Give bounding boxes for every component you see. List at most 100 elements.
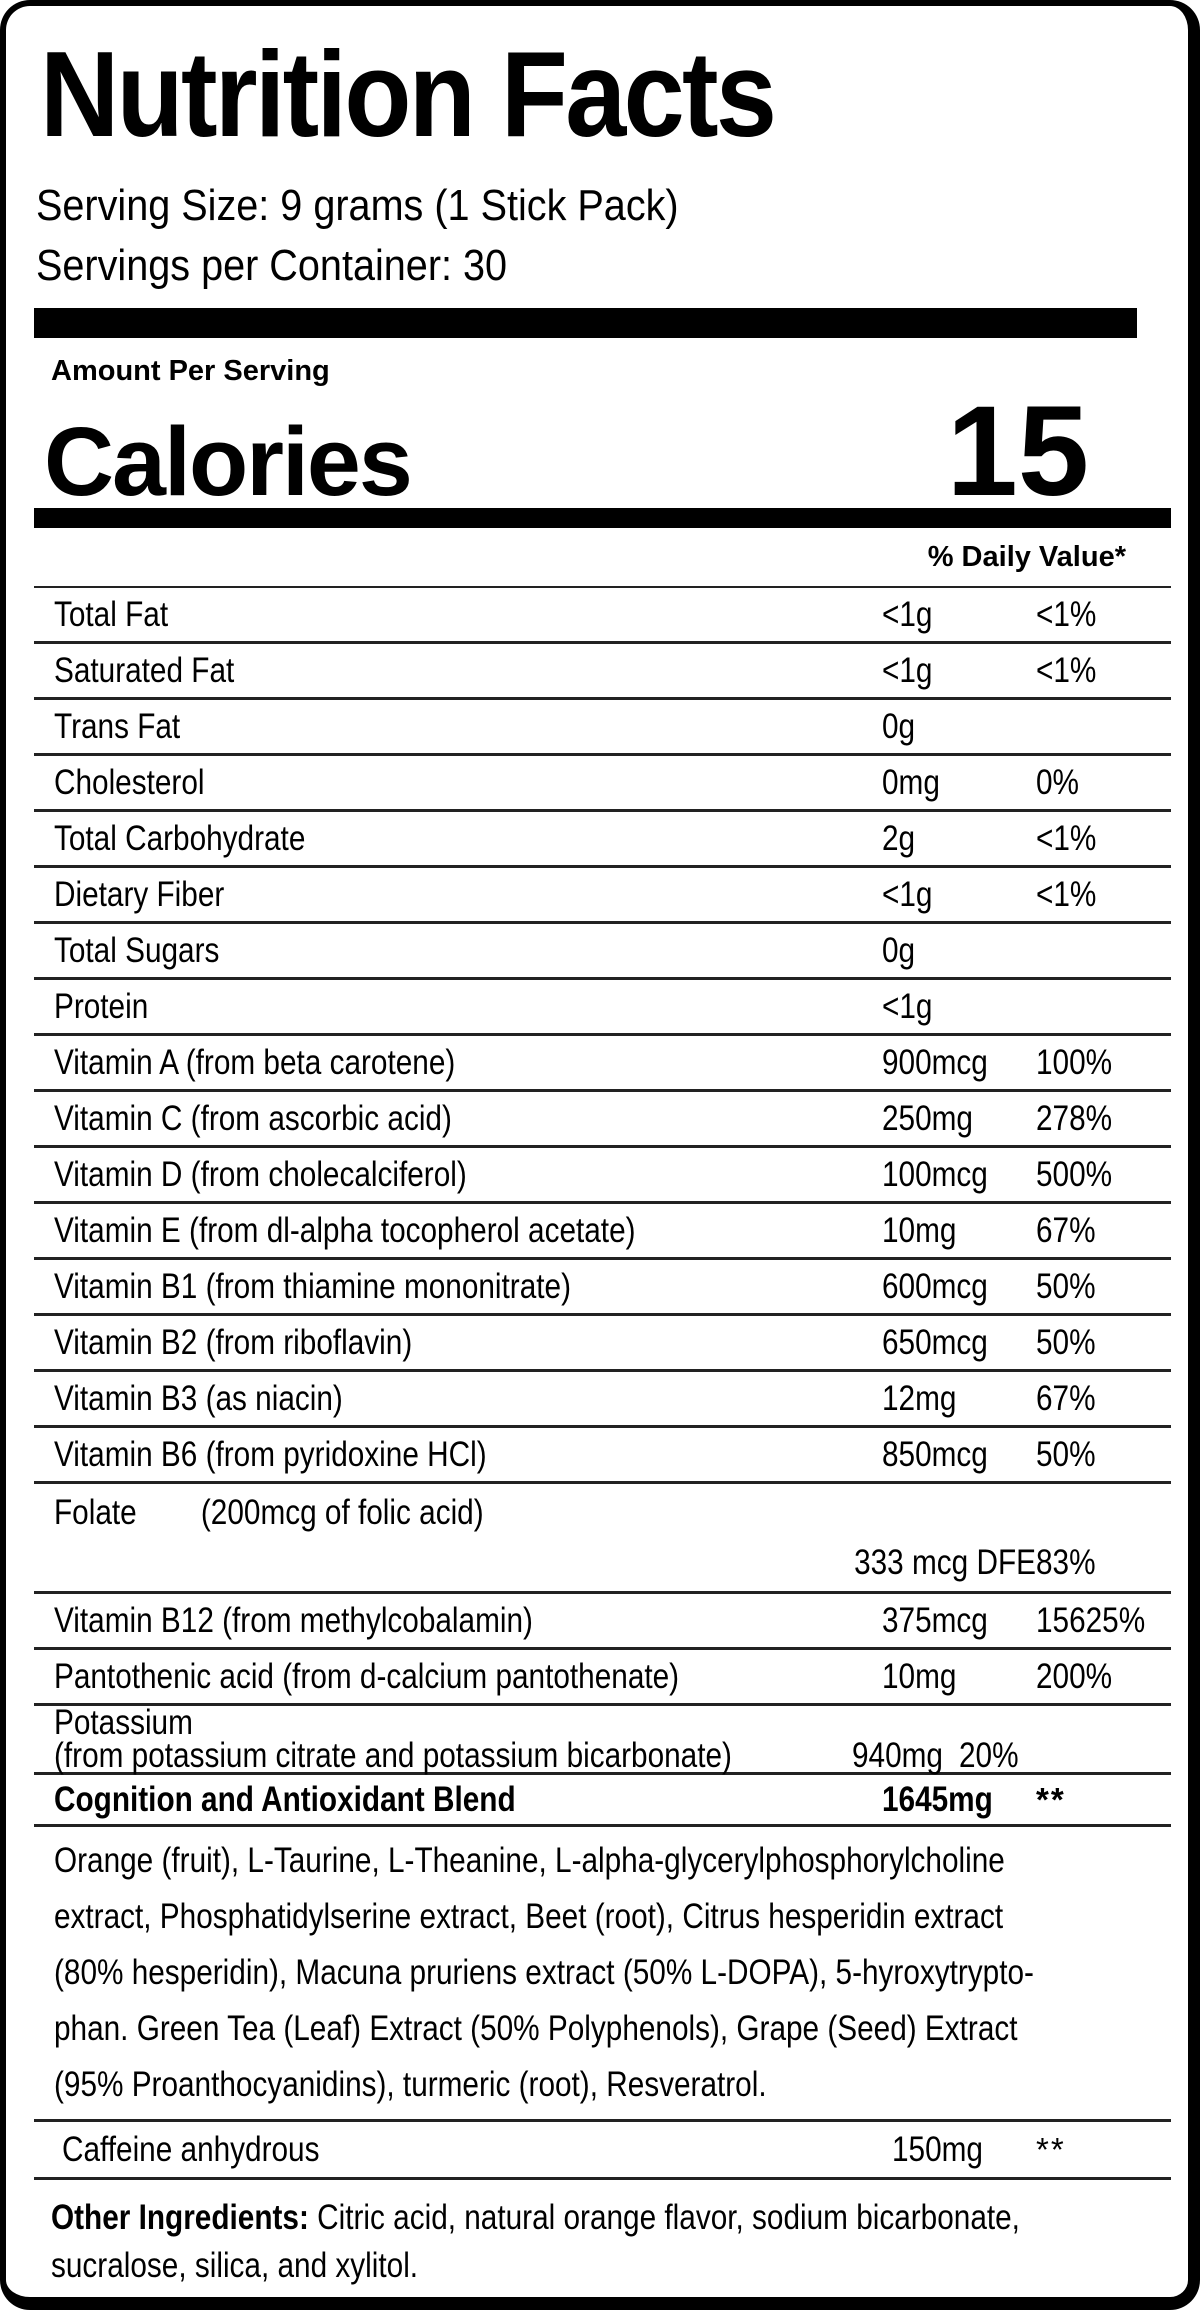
divider-bar-mid xyxy=(34,508,1171,528)
blend-description-line: Orange (fruit), L-Taurine, L-Theanine, L… xyxy=(54,1841,1005,1880)
nutrient-name: Caffeine anhydrous xyxy=(62,2130,320,2169)
nutrient-row-potassium: Potassium (from potassium citrate and po… xyxy=(34,1703,1171,1775)
caffeine-row: Caffeine anhydrous 150mg ** xyxy=(34,2122,1171,2180)
nutrient-amount: 375mcg xyxy=(882,1601,988,1640)
amount-per-serving-heading: Amount Per Serving xyxy=(51,355,330,387)
nutrient-row-pantothenic-acid: Pantothenic acid (from d-calcium pantoth… xyxy=(34,1650,1171,1706)
nutrient-amount: 600mcg xyxy=(882,1267,988,1306)
nutrient-amount: 12mg xyxy=(882,1379,957,1418)
nutrient-amount: 0mg xyxy=(882,763,940,802)
nutrient-row-total-sugars: Total Sugars 0g xyxy=(34,924,1171,980)
blend-dv: ** xyxy=(1036,1781,1066,1818)
nutrient-name: Total Fat xyxy=(54,595,169,634)
nutrient-row-vitamin-e: Vitamin E (from dl-alpha tocopherol acet… xyxy=(34,1204,1171,1260)
nutrient-dv: 83% xyxy=(1036,1542,1096,1582)
calories-row: Calories 15 xyxy=(34,388,1171,516)
nutrient-row-cholesterol: Cholesterol 0mg 0% xyxy=(34,756,1171,812)
nutrient-amount: 150mg xyxy=(892,2130,983,2169)
nutrient-dv: 67% xyxy=(1036,1211,1096,1250)
blend-description-line: (95% Proanthocyanidins), turmeric (root)… xyxy=(54,2065,767,2104)
nutrient-name: Protein xyxy=(54,987,149,1026)
nutrient-dv: <1% xyxy=(1036,875,1097,914)
nutrient-dv: 67% xyxy=(1036,1379,1096,1418)
nutrient-amount: 940mg xyxy=(851,1736,943,1775)
blend-description-line: (80% hesperidin), Macuna pruriens extrac… xyxy=(54,1953,1034,1992)
servings-per-container: Servings per Container: 30 xyxy=(36,241,508,290)
potassium-source: (from potassium citrate and potassium bi… xyxy=(54,1736,732,1775)
nutrient-name: Vitamin B2 (from riboflavin) xyxy=(54,1323,413,1362)
label-title: Nutrition Facts xyxy=(40,26,777,162)
nutrient-dv: 50% xyxy=(1036,1435,1096,1474)
blend-amount: 1645mg xyxy=(882,1780,993,1819)
nutrient-amount: 10mg xyxy=(882,1211,957,1250)
nutrient-row-total-fat: Total Fat <1g <1% xyxy=(34,588,1171,644)
nutrient-row-vitamin-b2: Vitamin B2 (from riboflavin) 650mcg 50% xyxy=(34,1316,1171,1372)
nutrient-amount: 0g xyxy=(882,707,916,746)
nutrient-dv: 500% xyxy=(1036,1155,1113,1194)
nutrient-dv: 278% xyxy=(1036,1099,1113,1138)
calories-label: Calories xyxy=(44,407,413,516)
blend-name: Cognition and Antioxidant Blend xyxy=(54,1780,516,1819)
nutrient-amount: 250mg xyxy=(882,1099,973,1138)
nutrient-row-saturated-fat: Saturated Fat <1g <1% xyxy=(34,644,1171,700)
nutrient-dv: 50% xyxy=(1036,1267,1096,1306)
nutrient-dv: 100% xyxy=(1036,1043,1113,1082)
divider-bar-top xyxy=(34,308,1137,338)
nutrient-name: Vitamin B3 (as niacin) xyxy=(54,1379,343,1418)
nutrient-dv: 15625% xyxy=(1036,1601,1146,1640)
nutrient-dv: 50% xyxy=(1036,1323,1096,1362)
nutrient-amount: 10mg xyxy=(882,1657,957,1696)
nutrient-row-vitamin-a: Vitamin A (from beta carotene) 900mcg 10… xyxy=(34,1036,1171,1092)
nutrient-name: Pantothenic acid (from d-calcium pantoth… xyxy=(54,1657,680,1696)
nutrient-name: Dietary Fiber xyxy=(54,875,225,914)
nutrient-dv: <1% xyxy=(1036,819,1097,858)
calories-value: 15 xyxy=(946,380,1089,523)
other-ingredients-text: Citric acid, natural orange flavor, sodi… xyxy=(317,2198,1020,2237)
nutrient-amount: 100mcg xyxy=(882,1155,988,1194)
nutrient-row-folate: Folate (200mcg of folic acid) 333 mcg DF… xyxy=(34,1484,1171,1594)
blend-description-line: phan. Green Tea (Leaf) Extract (50% Poly… xyxy=(54,2009,1018,2048)
nutrient-name: Potassium xyxy=(54,1703,193,1742)
nutrient-dv: 0% xyxy=(1036,763,1080,802)
nutrient-row-vitamin-b6: Vitamin B6 (from pyridoxine HCl) 850mcg … xyxy=(34,1428,1171,1484)
nutrient-name: Saturated Fat xyxy=(54,651,235,690)
daily-value-header: % Daily Value* xyxy=(34,528,1171,588)
nutrient-amount: <1g xyxy=(882,651,933,690)
nutrient-name: Total Sugars xyxy=(54,931,220,970)
other-ingredients: Other Ingredients: Citric acid, natural … xyxy=(34,2180,1171,2290)
nutrient-row-vitamin-b12: Vitamin B12 (from methylcobalamin) 375mc… xyxy=(34,1594,1171,1650)
blend-description: Orange (fruit), L-Taurine, L-Theanine, L… xyxy=(34,1827,1171,2122)
nutrient-dv: ** xyxy=(1036,2131,1066,2168)
serving-size: Serving Size: 9 grams (1 Stick Pack) xyxy=(36,181,679,230)
nutrient-table: Total Fat <1g <1% Saturated Fat <1g <1% … xyxy=(34,588,1171,2290)
nutrient-amount: 850mcg xyxy=(882,1435,988,1474)
nutrient-name: Vitamin B1 (from thiamine mononitrate) xyxy=(54,1267,571,1306)
blend-description-line: extract, Phosphatidylserine extract, Bee… xyxy=(54,1897,1004,1936)
nutrient-amount: <1g xyxy=(882,987,933,1026)
nutrient-amount: 2g xyxy=(882,819,916,858)
nutrient-amount: 0g xyxy=(882,931,916,970)
nutrient-row-vitamin-b1: Vitamin B1 (from thiamine mononitrate) 6… xyxy=(34,1260,1171,1316)
nutrient-dv: 200% xyxy=(1036,1657,1113,1696)
nutrient-name: Vitamin E (from dl-alpha tocopherol acet… xyxy=(54,1211,636,1250)
nutrient-dv: 20% xyxy=(958,1736,1019,1775)
folate-note: (200mcg of folic acid) xyxy=(201,1492,484,1532)
nutrient-amount: <1g xyxy=(882,875,933,914)
nutrient-name: Total Carbohydrate xyxy=(54,819,306,858)
nutrient-row-dietary-fiber: Dietary Fiber <1g <1% xyxy=(34,868,1171,924)
nutrient-dv: <1% xyxy=(1036,651,1097,690)
blend-row: Cognition and Antioxidant Blend 1645mg *… xyxy=(34,1775,1171,1827)
nutrient-row-protein: Protein <1g xyxy=(34,980,1171,1036)
nutrient-row-vitamin-b3: Vitamin B3 (as niacin) 12mg 67% xyxy=(34,1372,1171,1428)
nutrient-name: Vitamin B12 (from methylcobalamin) xyxy=(54,1601,533,1640)
other-ingredients-label: Other Ingredients: xyxy=(51,2198,309,2237)
nutrient-row-vitamin-c: Vitamin C (from ascorbic acid) 250mg 278… xyxy=(34,1092,1171,1148)
nutrient-name: Vitamin C (from ascorbic acid) xyxy=(54,1099,452,1138)
nutrient-amount: <1g xyxy=(882,595,933,634)
nutrient-amount: 650mcg xyxy=(882,1323,988,1362)
nutrient-dv: <1% xyxy=(1036,595,1097,634)
nutrient-amount: 333 mcg DFE xyxy=(854,1542,1036,1582)
nutrient-name: Cholesterol xyxy=(54,763,205,802)
nutrient-name: Trans Fat xyxy=(54,707,181,746)
